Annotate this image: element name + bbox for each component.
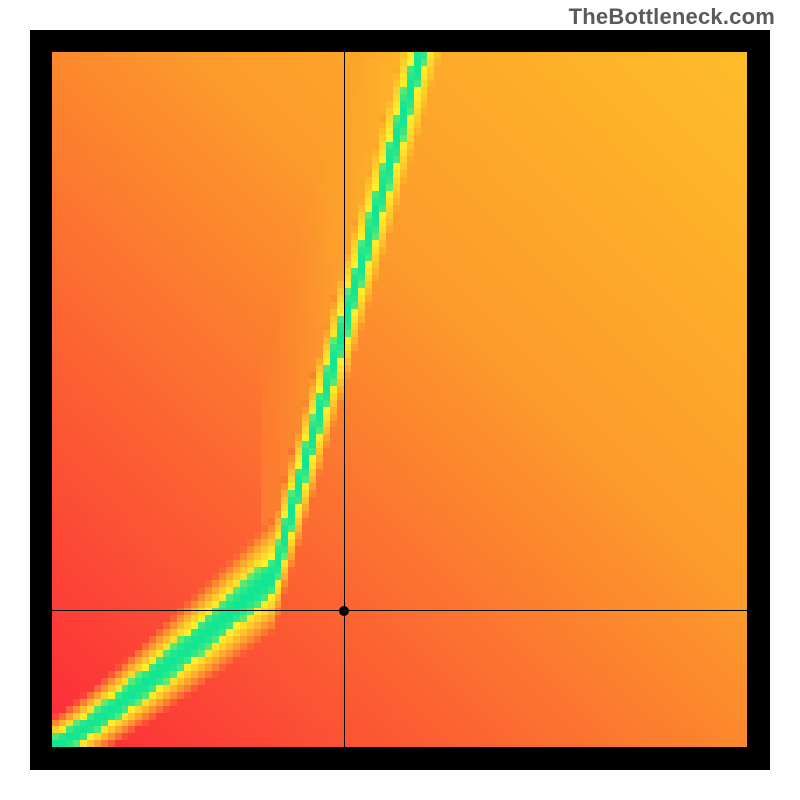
crosshair-dot — [339, 606, 349, 616]
plot-frame — [30, 30, 770, 770]
crosshair-horizontal — [52, 610, 748, 611]
heatmap — [52, 52, 748, 748]
watermark-text: TheBottleneck.com — [569, 4, 775, 30]
crosshair-vertical — [344, 52, 345, 748]
chart-container: TheBottleneck.com — [0, 0, 800, 800]
